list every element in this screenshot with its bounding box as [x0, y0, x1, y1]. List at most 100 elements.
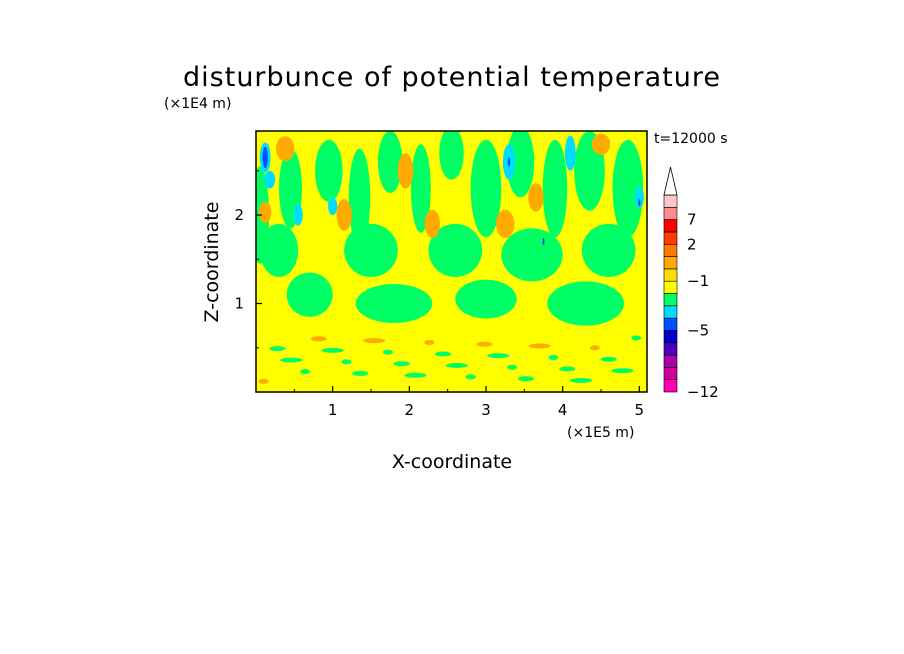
field-region: [293, 204, 303, 226]
field-region: [264, 170, 276, 189]
colorbar-segment: [663, 342, 678, 356]
field-region: [600, 356, 617, 362]
field-region: [275, 136, 295, 162]
y-unit-label: (×1E4 m): [164, 96, 231, 112]
field-region: [328, 197, 338, 216]
field-region: [336, 199, 352, 231]
colorbar-label: −5: [687, 321, 709, 339]
x-tick-label: 1: [328, 401, 338, 419]
field-region: [315, 139, 343, 202]
colorbar-label: 2: [687, 235, 697, 253]
field-region: [631, 335, 642, 341]
field-region: [507, 364, 518, 370]
field-region: [507, 157, 511, 167]
field-region: [528, 343, 551, 349]
field-region: [611, 368, 634, 374]
field-region: [487, 353, 510, 359]
field-region: [589, 345, 600, 351]
field-region: [591, 133, 611, 155]
colorbar-label: −12: [687, 383, 719, 401]
field-region: [404, 372, 427, 378]
field-region: [476, 341, 493, 347]
field-region: [470, 139, 502, 238]
colorbar-segment: [663, 268, 678, 282]
field-region: [259, 201, 272, 224]
x-tick-label: 2: [405, 401, 415, 419]
colorbar-segment: [663, 256, 678, 270]
field-region: [465, 374, 476, 380]
field-region: [634, 186, 644, 208]
plot-frame: [255, 130, 648, 393]
x-unit-label: (×1E5 m): [567, 425, 634, 441]
field-region: [397, 153, 414, 189]
colorbar-segment: [663, 379, 678, 393]
field-region: [548, 354, 559, 360]
field-region: [542, 238, 545, 246]
field-region: [355, 284, 433, 323]
y-tick-label: 2: [234, 206, 244, 224]
field-region: [506, 131, 535, 198]
colorbar-segment: [663, 219, 678, 233]
field-region: [348, 148, 371, 247]
y-tick-label: 1: [234, 295, 244, 313]
field-region: [262, 146, 268, 169]
field-region: [258, 378, 269, 384]
field-region: [341, 359, 352, 365]
field-region: [410, 144, 431, 233]
field-region: [300, 369, 311, 375]
field-region: [547, 281, 625, 326]
field-region: [501, 228, 563, 282]
colorbar-segment: [663, 293, 678, 307]
field-region: [280, 357, 303, 363]
field-region: [321, 347, 344, 353]
contour-field: [256, 131, 647, 392]
field-region: [435, 351, 452, 357]
colorbar-segment: [663, 243, 678, 257]
colorbar-label: 7: [687, 211, 697, 229]
field-region: [445, 362, 468, 368]
field-region: [559, 366, 576, 372]
field-region: [352, 370, 369, 376]
colorbar: −12−5−127: [663, 166, 719, 401]
colorbar-segment: [663, 354, 678, 368]
x-axis: 1 2 3 4 5: [293, 386, 645, 419]
field-region: [269, 346, 286, 352]
field-region: [517, 376, 534, 382]
field-region: [570, 377, 593, 383]
field-region: [581, 223, 636, 277]
field-region: [382, 349, 393, 355]
y-axis-label: Z-coordinate: [201, 202, 223, 323]
colorbar-segment: [663, 231, 678, 245]
x-tick-label: 5: [635, 401, 645, 419]
field-region: [424, 339, 435, 345]
time-label: t=12000 s: [654, 131, 728, 147]
field-region: [428, 223, 483, 277]
colorbar-segment: [663, 330, 678, 344]
colorbar-segment: [663, 317, 678, 331]
field-region: [377, 131, 403, 193]
x-axis-label: X-coordinate: [392, 451, 512, 473]
field-region: [638, 199, 641, 207]
colorbar-segment: [663, 305, 678, 319]
field-region: [286, 272, 333, 317]
field-region: [344, 223, 398, 277]
field-region: [495, 209, 515, 239]
field-region: [259, 223, 299, 277]
colorbar-label: −1: [687, 272, 709, 290]
field-region: [310, 336, 327, 342]
colorbar-segment: [663, 280, 678, 294]
field-region: [439, 131, 464, 180]
field-region: [455, 279, 517, 319]
y-axis: 12: [234, 170, 262, 349]
colorbar-segment: [663, 207, 678, 220]
x-tick-label: 4: [558, 401, 568, 419]
field-region: [528, 183, 544, 212]
colorbar-segment: [663, 367, 678, 380]
field-region: [363, 338, 386, 344]
x-tick-label: 3: [481, 401, 491, 419]
colorbar-extend-arrow: [663, 166, 678, 196]
field-region: [424, 209, 441, 239]
field-region: [542, 139, 568, 238]
field-region: [612, 139, 644, 238]
